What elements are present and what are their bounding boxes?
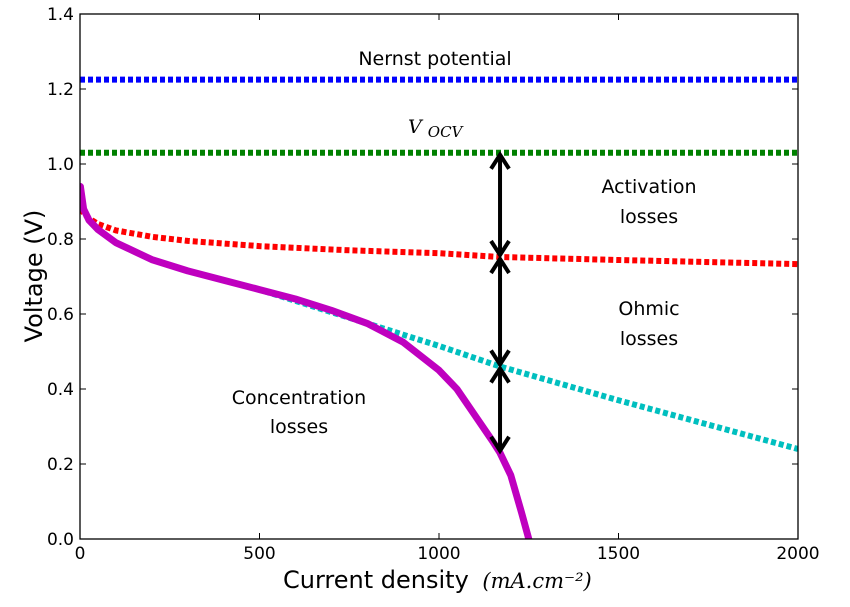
double-arrow-3 bbox=[489, 364, 511, 455]
annotation-ohmic-1: Ohmic bbox=[618, 298, 679, 320]
x-axis-label: Current density (mA.cm⁻²) bbox=[283, 566, 592, 594]
loss-arrows bbox=[489, 151, 511, 455]
arrow-head-up bbox=[489, 151, 511, 170]
annotation-activation-1: Activation bbox=[601, 176, 696, 198]
x-tick-label: 0 bbox=[75, 544, 86, 564]
annotation-concentration-2: losses bbox=[270, 416, 328, 438]
y-tick-label: 1.2 bbox=[47, 80, 74, 100]
y-tick-label: 1.4 bbox=[47, 5, 74, 25]
y-axis-label: Voltage (V) bbox=[20, 210, 48, 343]
double-arrow-1 bbox=[489, 151, 511, 259]
annotation-activation-2: losses bbox=[620, 206, 678, 228]
series-line-concentration bbox=[80, 183, 533, 539]
annotation-vocv: V OCV bbox=[408, 116, 465, 141]
arrow-head-up bbox=[489, 255, 511, 275]
x-tick-label: 1500 bbox=[597, 544, 640, 564]
x-tick-label: 2000 bbox=[776, 544, 819, 564]
annotation-nernst: Nernst potential bbox=[358, 48, 511, 70]
plot-frame bbox=[79, 13, 799, 540]
arrow-head-down bbox=[489, 435, 511, 455]
series-line-ohmic bbox=[80, 189, 798, 452]
y-tick-label: 0.2 bbox=[47, 455, 74, 475]
y-tick-label: 0.0 bbox=[47, 530, 74, 550]
y-tick-label: 1.0 bbox=[47, 155, 74, 175]
x-axis-label-unit: (mA.cm⁻²) bbox=[482, 569, 591, 593]
annotation-vocv-sub: OCV bbox=[428, 123, 465, 141]
annotation-ohmic-2: losses bbox=[620, 328, 678, 350]
y-tick-label: 0.8 bbox=[47, 230, 74, 250]
arrow-head-down bbox=[489, 239, 511, 259]
annotation-concentration-1: Concentration bbox=[232, 387, 366, 409]
double-arrow-2 bbox=[489, 255, 511, 369]
x-tick-label: 1000 bbox=[417, 544, 460, 564]
series-line-activation bbox=[80, 207, 798, 268]
annotation-vocv-main: V bbox=[408, 116, 424, 138]
arrow-head-down bbox=[489, 349, 511, 369]
y-tick-label: 0.4 bbox=[47, 380, 74, 400]
tick-layer: 0 500 1000 1500 2000 0.0 0.2 0.4 0.6 0.8 1.0 1.2 1.4 bbox=[47, 5, 820, 564]
y-tick-label: 0.6 bbox=[47, 305, 74, 325]
x-tick-label: 500 bbox=[243, 544, 275, 564]
x-axis-label-text: Current density bbox=[283, 566, 469, 594]
series-layer bbox=[80, 76, 798, 539]
arrow-head-up bbox=[489, 364, 511, 384]
